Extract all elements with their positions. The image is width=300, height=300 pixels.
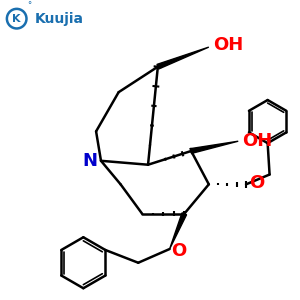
Text: OH: OH [213,36,243,54]
Text: °: ° [28,1,31,10]
Polygon shape [169,213,187,249]
Text: O: O [172,242,187,260]
Text: N: N [83,152,98,170]
Text: OH: OH [242,132,272,150]
Text: K: K [12,14,21,24]
Text: O: O [249,174,264,192]
Polygon shape [157,47,209,69]
Text: Kuujia: Kuujia [34,12,83,26]
Polygon shape [191,141,238,153]
